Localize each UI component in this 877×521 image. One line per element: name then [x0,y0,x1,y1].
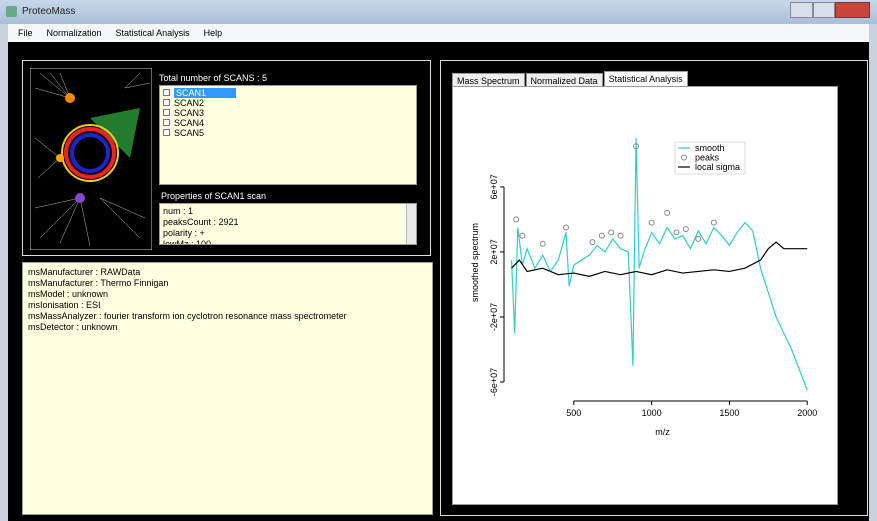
properties-title: Properties of SCAN1 scan [161,191,266,201]
scan-name: SCAN3 [174,108,204,118]
peak-marker [514,217,519,222]
legend-label: local sigma [695,162,740,172]
scrollbar[interactable] [406,204,416,244]
x-tick-label: 2000 [797,408,817,418]
peak-marker [599,233,604,238]
info-line: msDetector : unknown [28,322,427,333]
maximize-button[interactable] [813,2,836,18]
scan-name: SCAN4 [174,118,204,128]
window-title: ProteoMass [22,6,75,17]
chart: 500 1000 1500 2000 -6e+07 -2e+07 2e+07 6e+07 m/z… [452,86,838,505]
scans-total-label: Total number of SCANS : 5 [159,73,267,83]
info-line: msIonisation : ESI [28,300,427,311]
peak-marker [665,210,670,215]
info-line: msManufacturer : Thermo Finnigan [28,278,427,289]
peak-marker [618,233,623,238]
menu-bar: File Normalization Statistical Analysis Hel… [8,24,869,42]
scan-item[interactable]: SCAN2 [160,98,416,108]
peak-marker [696,236,701,241]
property-line: polarity : + [163,228,413,239]
minimize-button[interactable] [790,2,813,18]
x-axis-label: m/z [655,427,670,437]
peak-marker [520,233,525,238]
checkbox[interactable] [163,129,170,136]
x-tick-label: 1500 [719,408,739,418]
scan-item[interactable]: SCAN4 [160,118,416,128]
scan-item[interactable]: SCAN1 [160,88,416,98]
window-controls [790,2,870,18]
y-tick-label: 2e+07 [489,239,499,264]
scan-item[interactable]: SCAN5 [160,128,416,138]
scan-name: SCAN5 [174,128,204,138]
y-tick-label: -2e+07 [489,303,499,331]
info-line: msMassAnalyzer : fourier transform ion c… [28,311,427,322]
menu-item[interactable]: Statistical Analysis [116,28,190,42]
peak-marker [683,227,688,232]
menu-item[interactable]: Help [204,28,223,42]
y-tick-label: -6e+07 [489,368,499,396]
menu-item[interactable]: File [18,28,33,42]
y-tick-label: 6e+07 [489,174,499,199]
property-line: num : 1 [163,206,413,217]
peak-marker [590,240,595,245]
series-line [512,138,808,390]
scan-name: SCAN2 [174,98,204,108]
legend-label: peaks [695,153,720,163]
property-line: lowMz : 100 [163,239,413,245]
peak-marker [540,241,545,246]
app-window: ProteoMass File Normalization Statistical … [0,0,877,521]
info-line: msManufacturer : RAWData [28,267,427,278]
peak-marker [674,230,679,235]
peak-marker [649,220,654,225]
logo [30,68,152,250]
menu-item[interactable]: Normalization [47,28,102,42]
app-icon [6,6,17,17]
peak-marker [564,225,569,230]
y-axis-label: smoothed spectrum [470,223,480,302]
x-tick-label: 1000 [642,408,662,418]
x-tick-label: 500 [566,408,581,418]
peak-marker [609,230,614,235]
checkbox[interactable] [163,109,170,116]
close-button[interactable] [835,2,870,18]
info-line: msModel : unknown [28,289,427,300]
scan-name: SCAN1 [174,88,236,98]
checkbox[interactable] [163,99,170,106]
peak-marker [711,220,716,225]
property-line: peaksCount : 2921 [163,217,413,228]
series-line [512,242,808,276]
title-bar: ProteoMass [0,0,877,24]
scan-item[interactable]: SCAN3 [160,108,416,118]
legend-label: smooth [695,143,725,153]
checkbox[interactable] [163,89,170,96]
checkbox[interactable] [163,119,170,126]
